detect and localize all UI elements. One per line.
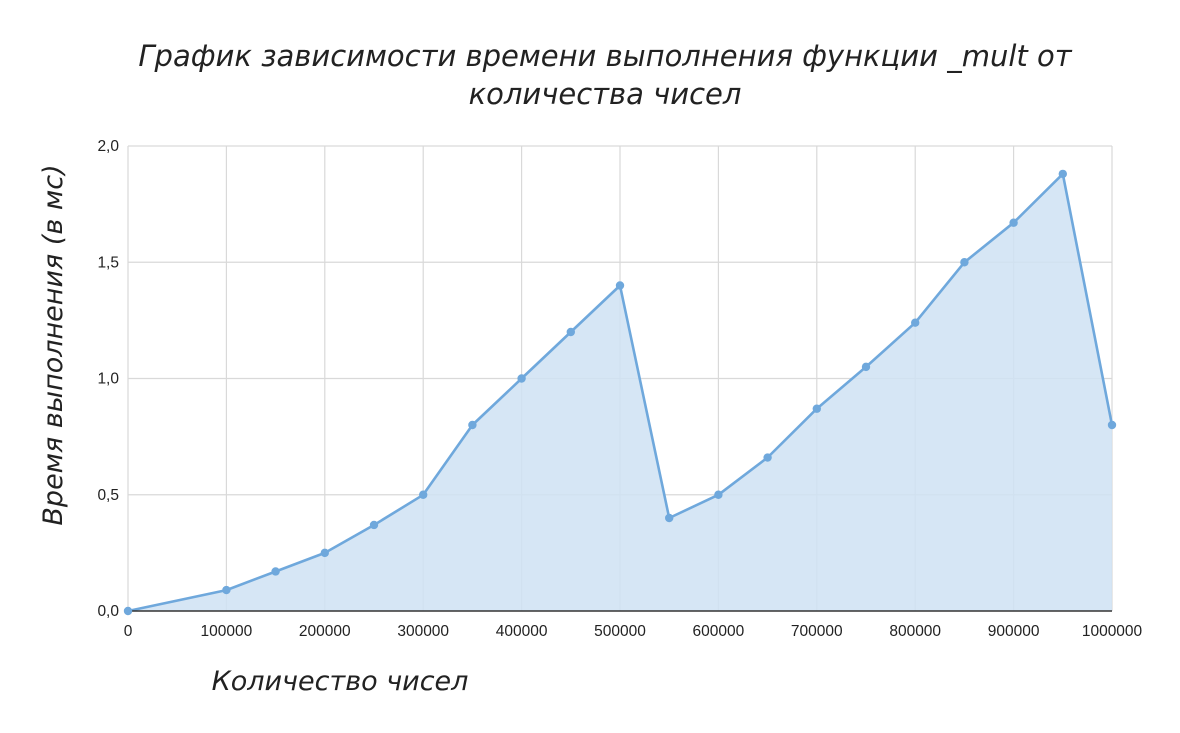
x-tick-label: 600000 xyxy=(693,623,745,640)
y-tick-label: 2,0 xyxy=(97,138,119,155)
data-point xyxy=(320,548,329,558)
x-tick-label: 800000 xyxy=(889,623,941,640)
data-point xyxy=(1058,169,1068,179)
x-tick-label: 1000000 xyxy=(1082,623,1143,640)
data-point xyxy=(222,585,231,595)
data-point xyxy=(419,490,428,499)
y-tick-label: 0,5 xyxy=(97,487,119,504)
chart-title-line-1: График зависимости времени выполнения фу… xyxy=(138,39,1072,73)
data-point xyxy=(1009,218,1018,227)
data-point xyxy=(566,327,575,337)
axes: 0,0 0,5 1,0 1,5 2,0 0 100000 200000 300000 400000… xyxy=(97,138,1142,640)
area-fill xyxy=(128,173,1112,611)
series-line xyxy=(127,172,1114,613)
x-tick-label: 700000 xyxy=(791,623,843,640)
data-point xyxy=(369,520,379,530)
data-point xyxy=(960,258,969,267)
x-tick-label: 100000 xyxy=(201,623,253,640)
data-point xyxy=(468,420,477,430)
data-point xyxy=(665,513,674,523)
y-axis-title: Время выполнения (в мс) xyxy=(38,164,69,525)
chart-title-line-2: количества чисел xyxy=(469,77,742,111)
x-tick-label: 200000 xyxy=(299,623,351,640)
area-series xyxy=(127,172,1114,613)
y-tick-label: 1,5 xyxy=(97,254,119,271)
data-point xyxy=(1107,420,1117,430)
x-axis-title: Количество чисел xyxy=(212,666,469,697)
data-point xyxy=(517,374,526,383)
y-tick-label: 0,0 xyxy=(97,603,119,620)
data-point xyxy=(271,567,280,576)
data-point xyxy=(763,453,772,462)
x-tick-label: 500000 xyxy=(594,623,646,640)
data-point xyxy=(123,606,133,616)
data-point xyxy=(615,281,625,290)
data-point xyxy=(714,490,723,499)
y-tick-label: 1,0 xyxy=(97,371,119,388)
data-points xyxy=(123,169,1117,616)
data-point xyxy=(861,362,871,372)
data-point xyxy=(812,404,821,413)
x-tick-label: 400000 xyxy=(496,623,548,640)
x-tick-label: 900000 xyxy=(988,623,1040,640)
data-point xyxy=(911,318,920,327)
x-tick-label: 300000 xyxy=(397,623,449,640)
x-tick-label: 0 xyxy=(124,623,133,640)
